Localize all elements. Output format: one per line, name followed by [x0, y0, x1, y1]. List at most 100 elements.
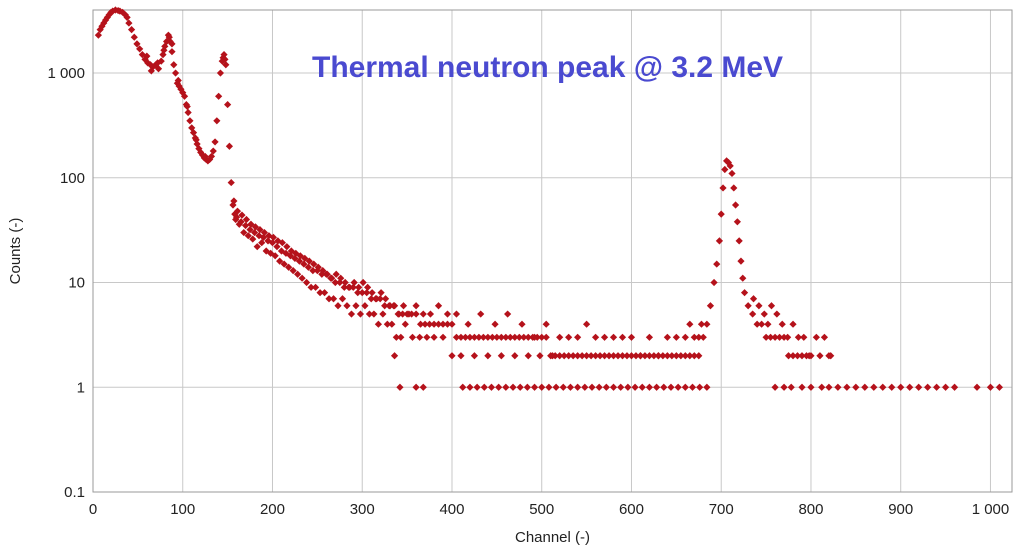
data-point — [448, 352, 456, 360]
data-point — [249, 235, 257, 243]
data-point — [316, 289, 324, 297]
data-point — [374, 320, 382, 328]
data-point — [545, 383, 553, 391]
data-point — [271, 252, 279, 260]
data-point — [524, 352, 532, 360]
data-point — [311, 283, 320, 291]
data-point — [416, 320, 425, 328]
data-point — [870, 383, 878, 391]
data-point — [524, 333, 532, 341]
data-point — [653, 383, 661, 391]
data-point — [171, 69, 180, 77]
data-point — [457, 352, 465, 360]
data-point — [749, 310, 757, 318]
data-point — [269, 233, 277, 241]
x-tick-label: 800 — [798, 501, 823, 518]
data-point — [556, 333, 564, 341]
data-point — [192, 136, 200, 144]
data-point — [502, 333, 510, 341]
data-point — [332, 270, 340, 278]
data-point — [412, 302, 420, 310]
x-tick-label: 0 — [89, 501, 97, 518]
data-point — [160, 46, 168, 54]
data-point — [340, 283, 348, 291]
data-point — [800, 333, 808, 341]
data-point — [574, 352, 582, 360]
data-point — [423, 333, 431, 341]
data-point — [552, 383, 560, 391]
data-point — [285, 263, 293, 271]
data-point — [358, 289, 366, 297]
data-point — [600, 333, 609, 341]
data-point — [147, 67, 155, 75]
data-point — [101, 16, 110, 24]
data-point — [323, 270, 331, 278]
plot-frame — [92, 9, 1013, 493]
data-point — [209, 147, 217, 155]
data-point — [574, 383, 582, 391]
data-point — [548, 352, 557, 360]
data-point — [764, 320, 772, 328]
data-point — [346, 283, 354, 291]
data-point — [733, 218, 741, 226]
data-point — [123, 13, 131, 21]
y-tick-label: 1 000 — [47, 65, 85, 82]
data-point — [778, 320, 786, 328]
data-point — [377, 289, 385, 297]
data-point — [222, 61, 230, 69]
data-point — [493, 333, 501, 341]
data-point — [504, 310, 512, 318]
data-point — [260, 228, 269, 237]
data-point — [569, 352, 577, 360]
data-point — [130, 33, 138, 41]
x-tick-label: 600 — [619, 501, 644, 518]
data-point — [695, 333, 703, 341]
data-point — [566, 383, 575, 391]
data-point — [861, 383, 869, 391]
data-point — [256, 226, 264, 234]
data-point — [762, 333, 770, 341]
data-point — [397, 333, 405, 341]
data-point — [443, 320, 452, 328]
data-point — [388, 320, 396, 328]
data-point — [677, 352, 685, 360]
data-point — [109, 7, 117, 15]
data-point — [660, 383, 668, 391]
x-tick-label: 500 — [529, 501, 554, 518]
y-tick-label: 10 — [68, 275, 85, 292]
data-point — [367, 295, 375, 303]
data-point — [495, 383, 503, 391]
data-point — [609, 333, 618, 341]
data-point — [421, 320, 429, 328]
data-point — [663, 333, 671, 341]
data-point — [710, 278, 718, 287]
data-point — [448, 320, 456, 328]
data-point — [289, 266, 297, 275]
data-point — [215, 92, 223, 100]
data-point — [310, 260, 318, 268]
data-point — [425, 320, 434, 328]
data-point — [399, 302, 408, 310]
data-point — [728, 169, 736, 178]
data-point — [523, 383, 531, 391]
data-point — [100, 19, 108, 27]
data-point — [659, 352, 667, 360]
data-point — [419, 383, 427, 391]
data-point — [924, 383, 932, 391]
data-point — [396, 383, 404, 391]
data-point — [390, 352, 399, 360]
data-point — [812, 333, 820, 341]
data-point — [950, 383, 959, 391]
data-point — [697, 320, 706, 328]
data-point — [230, 197, 238, 205]
data-point — [359, 278, 367, 287]
data-point — [638, 383, 646, 391]
data-point — [235, 220, 243, 228]
data-point — [825, 383, 833, 391]
data-point — [470, 333, 479, 341]
data-point — [641, 352, 649, 360]
data-point — [439, 333, 447, 341]
data-point — [170, 61, 178, 69]
data-point — [347, 310, 356, 318]
data-point — [581, 383, 589, 391]
